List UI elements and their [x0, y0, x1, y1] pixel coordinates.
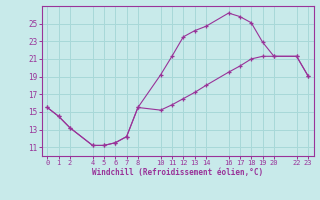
X-axis label: Windchill (Refroidissement éolien,°C): Windchill (Refroidissement éolien,°C): [92, 168, 263, 177]
